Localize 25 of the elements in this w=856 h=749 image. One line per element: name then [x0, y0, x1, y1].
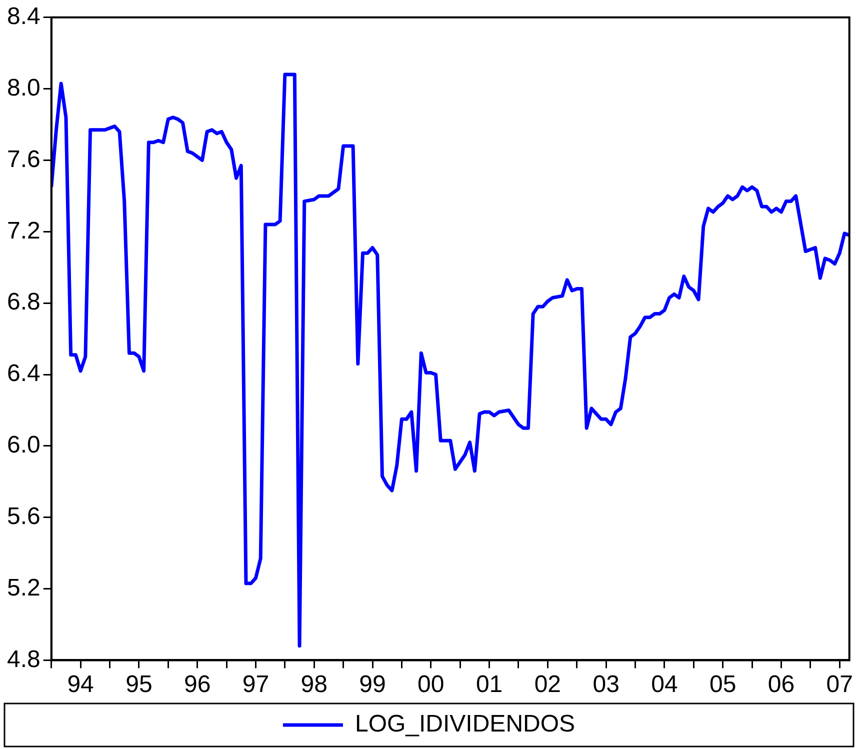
y-tick-label: 4.8 — [6, 646, 40, 673]
legend-label: LOG_IDIVIDENDOS — [354, 710, 576, 738]
x-tick-label: 97 — [242, 671, 270, 698]
y-tick-label: 7.2 — [6, 217, 40, 244]
x-tick-label: 01 — [476, 671, 503, 698]
x-tick-label: 05 — [709, 671, 736, 698]
x-tick-label: 98 — [300, 671, 328, 698]
x-tick-label: 03 — [592, 671, 620, 698]
y-tick-label: 6.0 — [6, 432, 40, 459]
y-tick-label: 5.6 — [6, 502, 40, 530]
y-tick-label: 8.4 — [6, 3, 40, 30]
x-tick-label: 95 — [126, 671, 152, 698]
y-tick-label: 6.8 — [6, 288, 40, 316]
x-tick-label: 99 — [359, 671, 386, 698]
y-tick-label: 7.6 — [6, 146, 40, 173]
x-tick-label: 94 — [67, 671, 94, 698]
x-tick-label: 07 — [826, 671, 853, 698]
y-tick-label: 6.4 — [6, 360, 40, 388]
y-tick-label: 8.0 — [6, 74, 40, 102]
x-tick-label: 02 — [534, 671, 562, 698]
x-tick-label: 96 — [184, 671, 211, 698]
y-tick-label: 5.2 — [6, 574, 40, 602]
x-tick-label: 00 — [418, 671, 444, 698]
x-tick-label: 06 — [768, 671, 795, 698]
x-tick-label: 04 — [651, 671, 678, 698]
